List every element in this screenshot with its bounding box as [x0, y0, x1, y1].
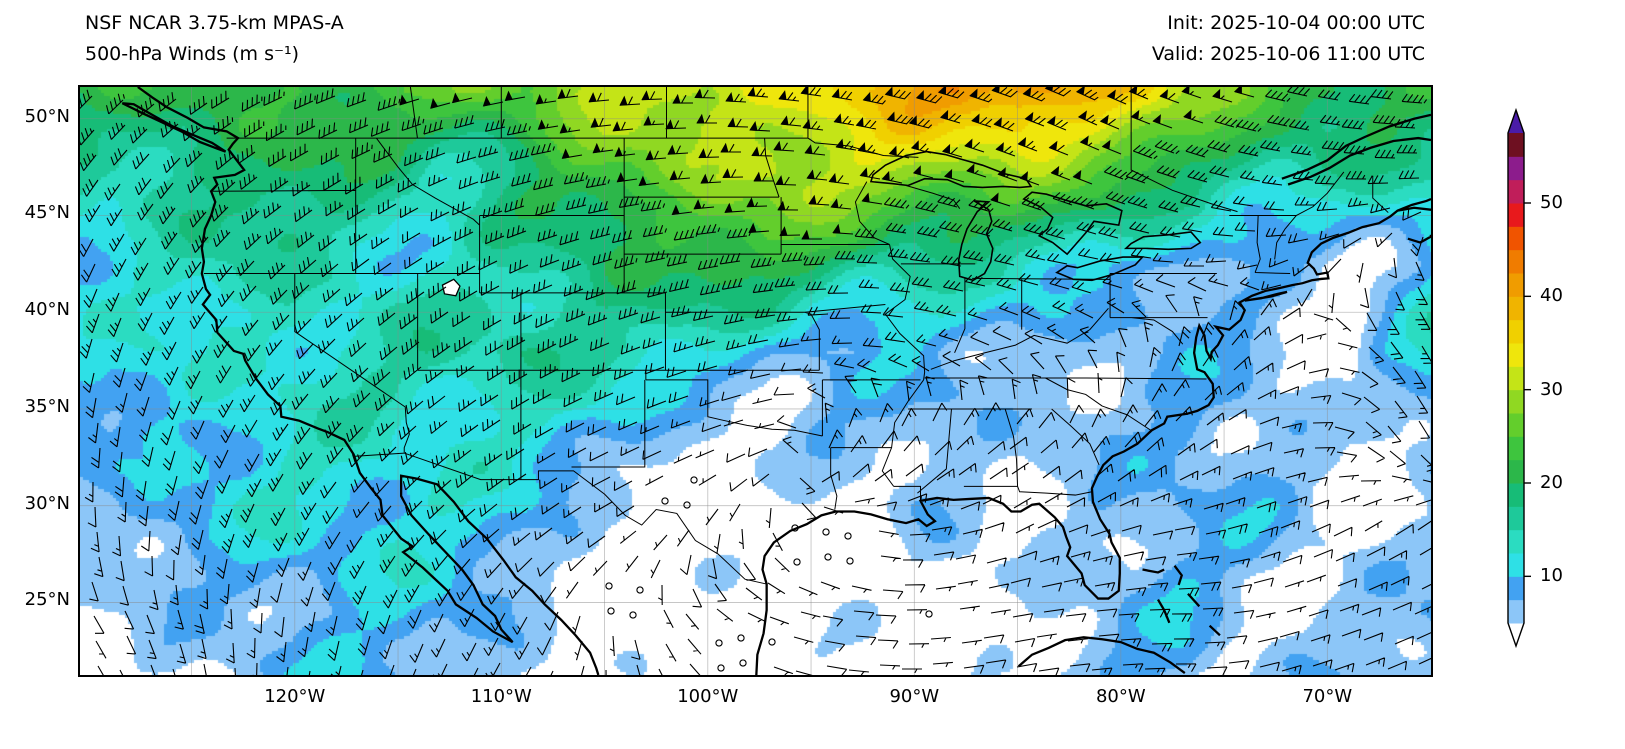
colorbar-tick-label: 30 — [1540, 378, 1563, 400]
time-annotations: Init: 2025-10-04 00:00 UTC Valid: 2025-10… — [1152, 8, 1425, 70]
lat-tick-label: 30°N — [24, 492, 70, 514]
lon-tick-label: 110°W — [470, 686, 532, 707]
colorbar: 10 20 30 40 50 — [1494, 102, 1624, 668]
lat-tick-label: 45°N — [24, 202, 70, 224]
graticule-gridlines — [80, 87, 1431, 675]
colorbar-tick-label: 10 — [1540, 565, 1563, 587]
lon-tick-label: 80°W — [1095, 686, 1146, 707]
colorbar-tick-label: 50 — [1540, 192, 1563, 213]
map-panel — [78, 85, 1433, 677]
title-line-field: 500-hPa Winds (m s⁻¹) — [85, 43, 300, 65]
colorbar-tick-label: 40 — [1540, 285, 1563, 307]
lon-tick-label: 70°W — [1302, 686, 1353, 707]
init-time: Init: 2025-10-04 00:00 UTC — [1167, 12, 1425, 34]
lon-tick-label: 120°W — [264, 686, 326, 707]
lat-tick-label: 35°N — [24, 395, 70, 417]
lat-tick-label: 40°N — [24, 299, 70, 321]
lon-tick-label: 100°W — [677, 686, 739, 707]
title-line-model: NSF NCAR 3.75-km MPAS-A — [85, 12, 344, 34]
lat-tick-label: 50°N — [24, 105, 70, 127]
lon-tick-label: 90°W — [889, 686, 940, 707]
plot-title: NSF NCAR 3.75-km MPAS-A 500-hPa Winds (m … — [85, 8, 344, 70]
colorbar-tick-label: 20 — [1540, 472, 1563, 493]
coastlines — [122, 87, 1431, 675]
valid-time: Valid: 2025-10-06 11:00 UTC — [1151, 43, 1425, 65]
lat-tick-label: 25°N — [24, 589, 70, 611]
great-salt-lake — [442, 279, 460, 295]
colorbar-bar — [1507, 107, 1531, 649]
wind-barbs — [80, 87, 1431, 675]
